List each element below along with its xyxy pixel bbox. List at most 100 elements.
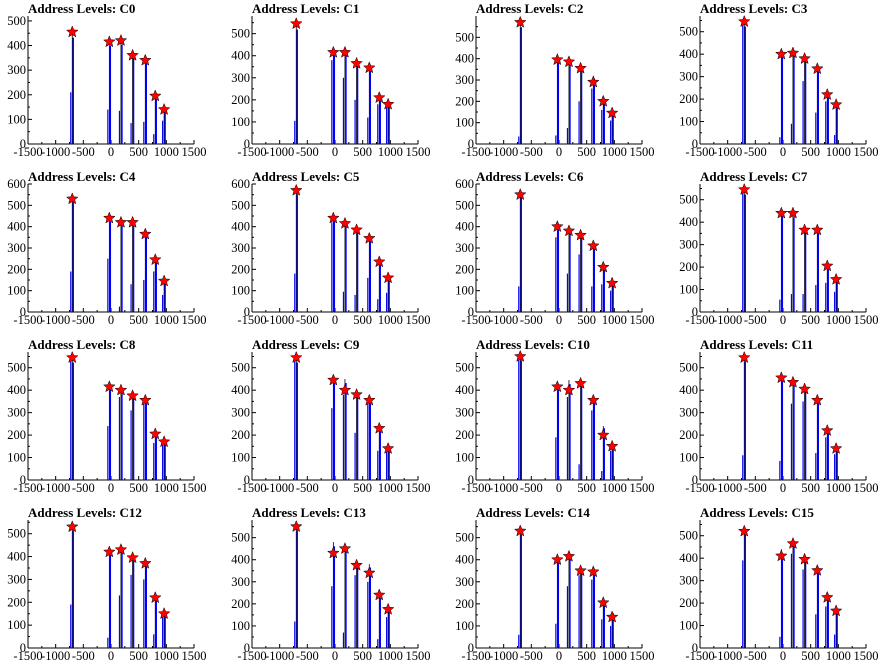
x-tick-label: -1500 xyxy=(237,313,266,327)
chart-panel-0: Address Levels: C0 0 100 200 300 400 500 -1500-… xyxy=(0,0,224,168)
x-tick-label: 1500 xyxy=(406,145,431,159)
peak-star-marker xyxy=(562,224,576,237)
peak-star-marker xyxy=(350,223,363,236)
peak-star-marker xyxy=(596,596,610,609)
chart-title: Address Levels: C5 xyxy=(252,169,360,184)
y-tick-label: 600 xyxy=(231,177,250,191)
x-tick-label: 0 xyxy=(108,481,114,495)
peak-star-marker xyxy=(786,375,800,388)
peak-star-marker xyxy=(138,227,152,240)
y-tick-label: 500 xyxy=(231,198,250,212)
x-tick-label: -500 xyxy=(520,313,543,327)
y-tick-label: 200 xyxy=(231,597,250,611)
chart-title: Address Levels: C2 xyxy=(476,1,583,16)
peak-star-marker xyxy=(148,89,162,102)
peak-star-marker xyxy=(126,48,139,61)
x-tick-label: 500 xyxy=(129,649,148,663)
y-tick-label: 0 xyxy=(244,473,250,487)
x-tick-label: 1000 xyxy=(378,481,403,495)
x-tick-label: 1000 xyxy=(826,481,851,495)
y-tick-label: 600 xyxy=(7,177,26,191)
chart-title: Address Levels: C15 xyxy=(700,505,814,520)
x-tick-label: -1500 xyxy=(461,649,490,663)
peak-star-marker xyxy=(126,215,139,228)
peak-star-marker xyxy=(574,228,587,241)
y-tick-label: 400 xyxy=(7,39,26,53)
x-tick-label: 0 xyxy=(332,649,338,663)
chart-panel-11: Address Levels: C11 0 100 200 300 400 500 -1500… xyxy=(672,336,896,504)
y-tick-label: 0 xyxy=(20,305,26,319)
x-tick-label: -1000 xyxy=(713,481,742,495)
peak-star-marker xyxy=(586,75,600,88)
peak-star-marker xyxy=(362,393,376,406)
y-tick-label: 100 xyxy=(455,619,474,633)
y-tick-label: 300 xyxy=(679,238,698,252)
y-tick-label: 300 xyxy=(7,572,26,586)
chart-title: Address Levels: C4 xyxy=(28,169,136,184)
peak-star-marker xyxy=(138,556,152,569)
x-tick-label: -500 xyxy=(520,481,543,495)
x-tick-label: 1500 xyxy=(854,649,879,663)
peak-star-marker xyxy=(289,17,303,30)
peak-star-marker xyxy=(810,62,824,75)
peak-star-marker xyxy=(513,15,527,28)
y-tick-label: 100 xyxy=(679,451,698,465)
x-tick-label: -500 xyxy=(296,481,319,495)
y-tick-label: 500 xyxy=(455,198,474,212)
x-tick-label: -1500 xyxy=(13,313,42,327)
y-tick-label: 500 xyxy=(455,30,474,44)
peak-star-marker xyxy=(338,45,352,58)
peak-star-marker xyxy=(114,543,128,556)
peak-star-marker xyxy=(326,211,340,224)
x-tick-label: -500 xyxy=(296,649,319,663)
peak-star-marker xyxy=(596,428,610,441)
y-tick-label: 200 xyxy=(231,428,250,442)
y-tick-label: 200 xyxy=(679,596,698,610)
y-tick-label: 0 xyxy=(244,137,250,151)
peak-star-marker xyxy=(574,376,587,389)
y-tick-label: 0 xyxy=(468,473,474,487)
peak-star-marker xyxy=(737,524,751,537)
y-tick-label: 100 xyxy=(455,116,474,130)
peak-star-marker xyxy=(774,47,788,60)
peak-star-marker xyxy=(810,223,824,236)
chart-svg-9: Address Levels: C90100200300400500-1500-… xyxy=(231,337,430,495)
peak-star-marker xyxy=(126,389,139,402)
x-tick-label: -1000 xyxy=(489,481,518,495)
x-tick-label: -1500 xyxy=(237,649,266,663)
chart-svg-8: Address Levels: C80100200300400500-1500-… xyxy=(7,337,206,495)
chart-title: Address Levels: C13 xyxy=(252,505,366,520)
chart-svg-7: Address Levels: C70100200300400500-1500-… xyxy=(679,169,878,327)
peak-star-marker xyxy=(810,393,824,406)
x-tick-label: 500 xyxy=(801,313,820,327)
peak-star-marker xyxy=(289,183,303,196)
y-tick-label: 500 xyxy=(231,27,250,41)
x-tick-label: 1500 xyxy=(630,145,655,159)
x-tick-label: -1000 xyxy=(41,649,70,663)
y-tick-label: 400 xyxy=(231,553,250,567)
x-tick-label: -1000 xyxy=(489,313,518,327)
peak-star-marker xyxy=(372,588,386,601)
y-tick-label: 500 xyxy=(7,527,26,541)
y-tick-label: 300 xyxy=(679,574,698,588)
x-tick-label: -1000 xyxy=(41,145,70,159)
peak-star-marker xyxy=(372,90,386,104)
y-tick-label: 200 xyxy=(455,262,474,276)
y-tick-label: 400 xyxy=(7,383,26,397)
y-tick-label: 0 xyxy=(20,137,26,151)
chart-panel-4: Address Levels: C4 0 100 200 300 400 500 600 -15… xyxy=(0,168,224,336)
x-tick-label: 1000 xyxy=(602,649,627,663)
x-tick-label: 1500 xyxy=(854,145,879,159)
peak-star-marker xyxy=(596,94,610,107)
y-tick-label: 200 xyxy=(679,92,698,106)
x-tick-label: -1500 xyxy=(461,145,490,159)
y-tick-label: 300 xyxy=(231,406,250,420)
x-tick-label: 500 xyxy=(129,145,148,159)
peak-star-marker xyxy=(126,551,139,564)
chart-title: Address Levels: C6 xyxy=(476,169,584,184)
peak-star-marker xyxy=(102,211,116,224)
peak-star-marker xyxy=(562,549,576,562)
y-tick-label: 500 xyxy=(7,198,26,212)
y-tick-label: 400 xyxy=(7,220,26,234)
